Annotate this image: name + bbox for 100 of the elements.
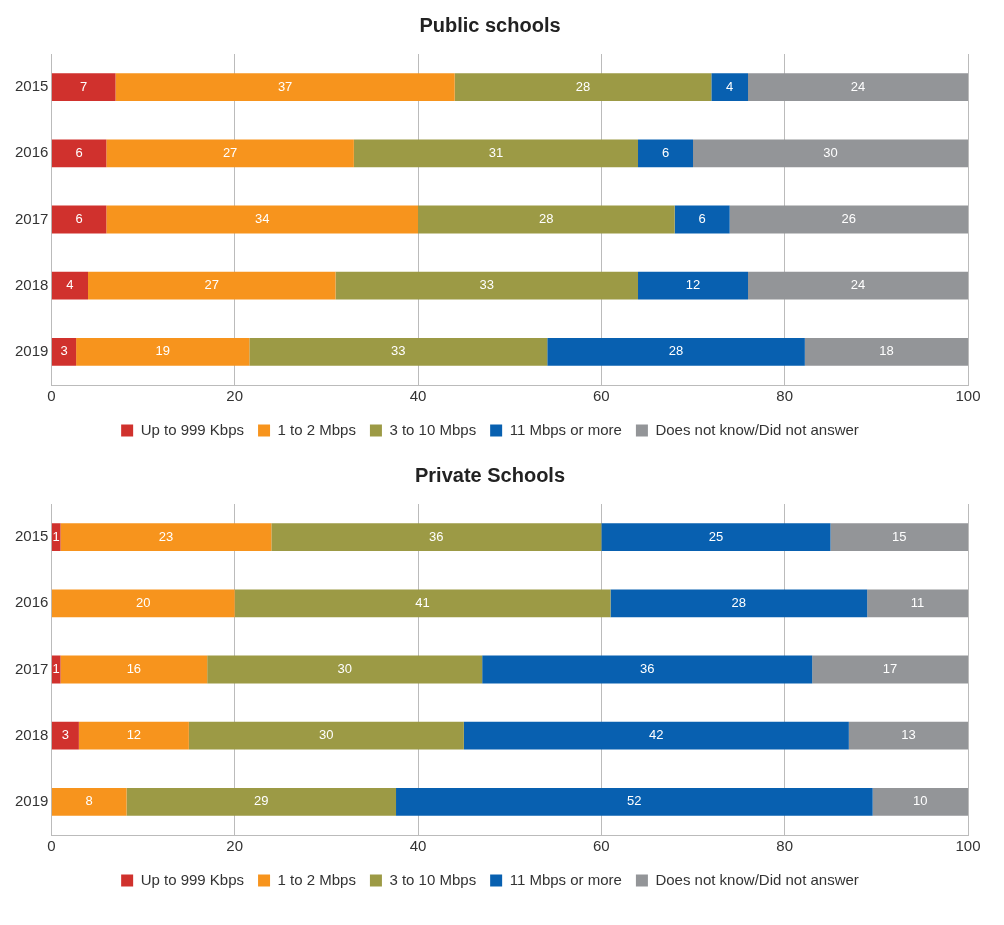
bar xyxy=(126,788,397,816)
bar xyxy=(51,721,79,750)
data-label: 26 xyxy=(841,211,857,227)
data-label: 16 xyxy=(126,661,142,677)
data-label: 10 xyxy=(913,793,928,809)
data-label: 37 xyxy=(277,78,293,94)
bar xyxy=(463,721,849,750)
bar xyxy=(610,589,868,618)
y-tick-label: 2017 xyxy=(14,659,49,677)
x-tick-label: 40 xyxy=(409,387,427,405)
data-label: 30 xyxy=(319,727,334,743)
bar xyxy=(51,73,116,101)
bar xyxy=(547,338,805,366)
legend-label: 11 Mbps or more xyxy=(509,870,622,888)
x-tick-label: 0 xyxy=(47,837,56,855)
bar xyxy=(106,205,419,234)
bar xyxy=(51,338,77,366)
bar xyxy=(335,271,639,300)
bar xyxy=(51,788,127,816)
y-tick-label: 2016 xyxy=(14,143,49,161)
legend-label: 11 Mbps or more xyxy=(509,420,622,438)
legend-label: Does not know/Did not answer xyxy=(655,870,859,888)
data-label: 33 xyxy=(391,343,406,359)
bar xyxy=(418,205,675,234)
data-label: 41 xyxy=(415,594,430,610)
data-label: 7 xyxy=(80,78,88,94)
y-tick-label: 2017 xyxy=(14,209,49,227)
data-label: 3 xyxy=(61,727,69,743)
data-label: 17 xyxy=(882,661,898,677)
x-tick-label: 40 xyxy=(409,837,427,855)
data-label: 24 xyxy=(850,277,866,293)
data-label: 6 xyxy=(661,144,670,160)
x-tick-label: 80 xyxy=(776,387,794,405)
data-label: 25 xyxy=(708,528,724,544)
data-label: 24 xyxy=(850,78,866,94)
data-label: 52 xyxy=(627,793,642,809)
y-tick-label: 2018 xyxy=(14,275,49,293)
bar xyxy=(106,139,354,168)
data-label: 28 xyxy=(731,594,747,610)
data-label: 4 xyxy=(66,277,74,293)
bar xyxy=(78,721,189,750)
y-tick-label: 2015 xyxy=(14,527,49,545)
x-tick-label: 60 xyxy=(593,837,610,855)
bar xyxy=(693,139,968,168)
bar xyxy=(60,655,208,684)
bar xyxy=(271,523,602,551)
bar xyxy=(748,73,968,101)
y-tick-label: 2019 xyxy=(14,792,49,810)
data-label: 6 xyxy=(75,144,83,160)
bar xyxy=(60,523,272,551)
data-label: 12 xyxy=(685,277,701,293)
data-label: 19 xyxy=(155,343,170,359)
data-label: 36 xyxy=(429,528,444,544)
data-label: 30 xyxy=(337,661,352,677)
bar xyxy=(638,271,749,300)
bar xyxy=(748,271,968,300)
bar xyxy=(51,589,235,618)
data-label: 42 xyxy=(649,727,664,743)
bar xyxy=(188,721,464,750)
data-label: 8 xyxy=(85,793,93,809)
data-label: 15 xyxy=(892,528,907,544)
bar xyxy=(51,271,89,300)
x-tick-label: 20 xyxy=(226,837,244,855)
data-label: 30 xyxy=(823,144,838,160)
legend-label: Does not know/Did not answer xyxy=(655,420,859,438)
data-label: 27 xyxy=(204,277,220,293)
data-label: 13 xyxy=(901,727,916,743)
bar xyxy=(51,139,107,168)
bar xyxy=(601,523,831,551)
bar xyxy=(711,73,749,101)
bar xyxy=(51,523,61,551)
bar xyxy=(729,205,968,234)
legend-label: 1 to 2 Mbps xyxy=(277,870,356,888)
bar xyxy=(830,523,968,551)
x-tick-label: 80 xyxy=(776,837,794,855)
x-tick-label: 0 xyxy=(47,387,56,405)
data-label: 6 xyxy=(698,211,706,227)
bar xyxy=(848,721,968,750)
data-label: 28 xyxy=(575,78,591,94)
bar xyxy=(51,205,107,234)
bar xyxy=(234,589,611,618)
data-label: 6 xyxy=(75,211,83,227)
bar xyxy=(482,655,813,684)
bar xyxy=(396,788,873,816)
data-label: 4 xyxy=(726,78,734,94)
legend-label: 3 to 10 Mbps xyxy=(389,870,477,888)
x-tick-label: 60 xyxy=(593,387,610,405)
chart-title: Private Schools xyxy=(414,463,566,486)
bar xyxy=(76,338,250,366)
data-label: 20 xyxy=(136,594,151,610)
x-tick-label: 20 xyxy=(226,387,244,405)
data-label: 11 xyxy=(910,594,925,610)
legend-label: Up to 999 Kbps xyxy=(140,870,245,888)
data-label: 18 xyxy=(879,343,894,359)
legend-label: 3 to 10 Mbps xyxy=(389,420,477,438)
bar xyxy=(207,655,483,684)
data-label: 23 xyxy=(158,528,174,544)
data-label: 12 xyxy=(126,727,142,743)
y-tick-label: 2015 xyxy=(14,77,49,95)
data-label: 3 xyxy=(60,343,68,359)
